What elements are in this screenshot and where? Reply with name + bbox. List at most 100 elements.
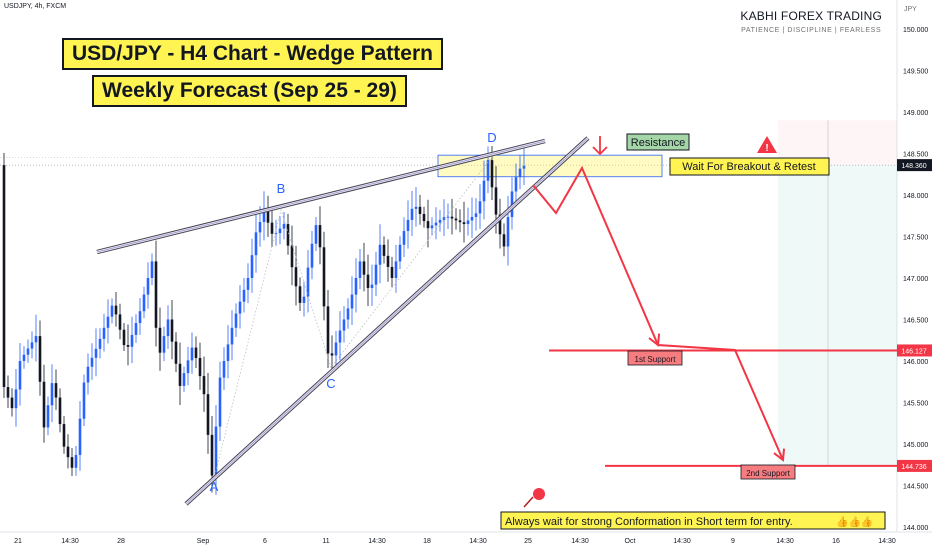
candle-body (106, 316, 110, 328)
candle-body (326, 306, 330, 354)
y-tick-label: 144.500 (903, 484, 928, 491)
candle-body (274, 233, 278, 235)
candle-body (34, 336, 38, 343)
candle-body (206, 394, 210, 435)
x-tick-label: 16 (832, 538, 840, 545)
candle-body (422, 213, 426, 222)
candle-body (154, 261, 158, 328)
y-tick-label: 149.500 (903, 69, 928, 76)
brand-tagline: PATIENCE | DISCIPLINE | FEARLESS (741, 27, 882, 34)
candle-body (250, 255, 254, 278)
candle-body (238, 301, 242, 314)
candle-body (58, 397, 62, 425)
x-tick-label: 25 (524, 538, 532, 545)
candle-body (294, 267, 298, 287)
candle-body (222, 361, 226, 378)
price-tag-2: 146.127 (901, 348, 926, 355)
candle-body (30, 342, 34, 349)
candle-body (330, 353, 334, 356)
candle-body (198, 357, 202, 377)
candle-body (466, 220, 470, 225)
candle-body (502, 234, 506, 247)
price-tag-box-1 (897, 159, 932, 172)
candle-body (6, 387, 10, 398)
candle-body (262, 211, 266, 222)
candle-body (310, 243, 314, 268)
candle-body (314, 225, 318, 244)
candle-body (142, 294, 146, 312)
warning-icon (757, 136, 777, 153)
y-tick-label: 146.000 (903, 359, 928, 366)
price-tag-box-2 (897, 344, 932, 357)
candle-body (282, 224, 286, 229)
candle-body (134, 323, 138, 335)
candle-body (490, 160, 494, 188)
x-tick-label: 6 (263, 538, 267, 545)
candle-body (166, 319, 170, 337)
candle-body (286, 224, 290, 246)
y-tick-label: 149.000 (903, 110, 928, 117)
brand-block: KABHI FOREX TRADING PATIENCE | DISCIPLIN… (740, 9, 882, 34)
candle-body (14, 389, 18, 409)
candle-body (478, 201, 482, 214)
candle-body (102, 327, 106, 339)
wave-label-c: C (326, 376, 335, 391)
candle-body (434, 222, 438, 226)
candle-body (442, 217, 446, 220)
candle-body (414, 206, 418, 209)
candle-body (118, 314, 122, 330)
wave-label-b: B (277, 181, 286, 196)
pushpin-icon (533, 488, 545, 500)
candle-body (114, 305, 118, 315)
candle-body (94, 348, 98, 358)
symbol-label: USDJPY, 4h, FXCM (4, 3, 67, 10)
x-tick-label: 28 (117, 538, 125, 545)
wave-connector (213, 156, 493, 479)
candle-body (354, 278, 358, 295)
candle-body (90, 357, 94, 367)
candle-body (346, 308, 350, 320)
candle-body (194, 347, 198, 358)
candle-body (438, 219, 442, 223)
y-tick-label: 145.500 (903, 401, 928, 408)
resistance-label: Resistance (631, 137, 685, 149)
candle-body (98, 338, 102, 349)
candle-body (266, 211, 270, 223)
breakout-label-box (669, 157, 830, 176)
currency-label: JPY (904, 6, 917, 13)
candle-body (426, 221, 430, 229)
y-tick-label: 147.500 (903, 235, 928, 242)
warning-icon-mark: ! (765, 143, 768, 154)
candle-body (382, 244, 386, 256)
y-tick-label: 148.500 (903, 152, 928, 159)
y-tick-label: 146.500 (903, 318, 928, 325)
candle-body (322, 247, 326, 307)
y-tick-label: 147.000 (903, 276, 928, 283)
price-tag-box-3 (897, 459, 932, 472)
support-label-1: 1st Support (635, 355, 677, 364)
projected-path (532, 165, 784, 461)
candle-body (158, 327, 162, 353)
candle-body (278, 228, 282, 234)
candle-body (218, 377, 222, 427)
candle-body (138, 311, 142, 324)
candle-body (26, 348, 30, 355)
candle-body (342, 319, 346, 331)
candle-body (226, 344, 230, 361)
x-tick-label: 14:30 (776, 538, 794, 545)
wave-label-a: A (210, 479, 219, 494)
candle-body (42, 381, 46, 428)
candle-body (62, 424, 66, 447)
x-tick-label: 14:30 (673, 538, 691, 545)
candle-body (38, 336, 42, 382)
candle-body (406, 219, 410, 231)
candle-body (214, 426, 218, 476)
candle-body (110, 305, 114, 317)
candle-body (450, 216, 454, 219)
resistance-label-box (626, 133, 690, 151)
x-tick-label: Sep (197, 538, 210, 545)
candle-body (150, 261, 154, 278)
candle-body (270, 222, 274, 234)
candle-body (458, 220, 462, 223)
x-tick-label: 14:30 (878, 538, 896, 545)
